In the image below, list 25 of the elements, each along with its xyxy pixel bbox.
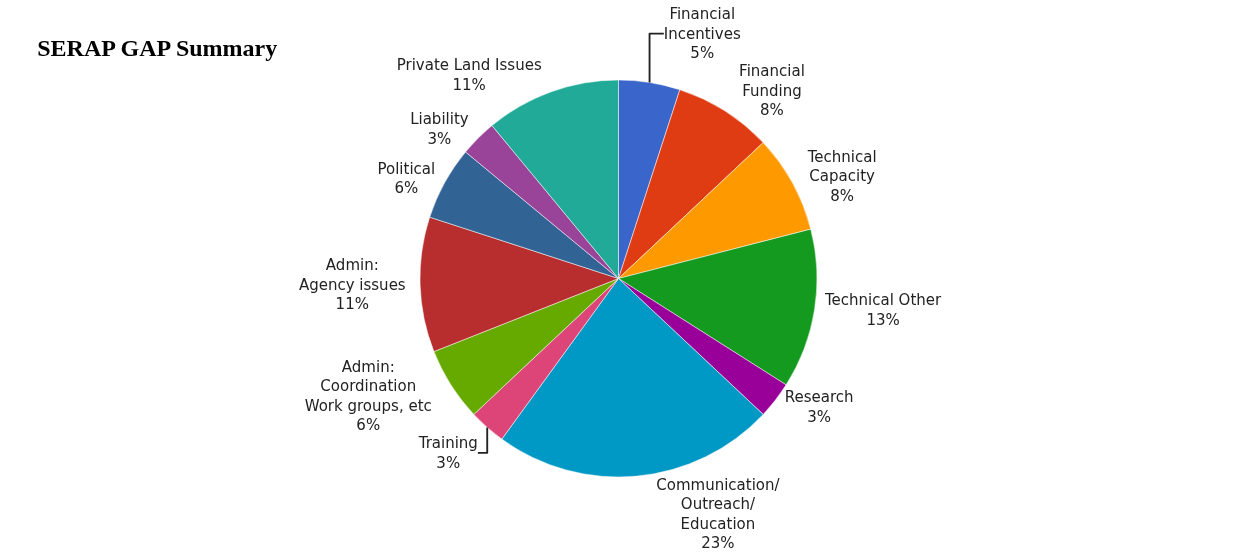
slice-label: Training	[417, 434, 478, 453]
data-label: 13%	[866, 310, 900, 329]
data-label: 23%	[701, 534, 735, 553]
slice-label: Admin: Agency issues	[298, 256, 406, 294]
data-label: 11%	[335, 295, 369, 314]
slice-label: Research	[784, 388, 854, 407]
slice-label: Financial Incentives	[663, 5, 741, 43]
data-label: 5%	[690, 44, 715, 63]
text: SERAP GAP Summary	[37, 34, 278, 61]
slice-label: Technical Capacity	[806, 147, 877, 186]
data-label: 11%	[452, 75, 486, 94]
data-label: 6%	[356, 416, 381, 435]
data-label: 3%	[436, 453, 461, 472]
data-label: 8%	[830, 186, 855, 205]
slice-label: Political	[377, 159, 436, 178]
slice-label: Liability	[410, 110, 469, 129]
data-label: 8%	[760, 101, 784, 120]
data-label: 3%	[807, 407, 832, 426]
slice-label: Communication/ Outreach/ Education	[656, 475, 781, 533]
slice-label: Admin: Coordination Work groups, etc	[304, 357, 432, 415]
slice-label: Private Land Issues	[396, 56, 542, 75]
slice-label: Technical Other	[823, 291, 942, 310]
data-label: 3%	[427, 129, 452, 148]
data-label: 6%	[394, 179, 419, 198]
slice-label: Financial Funding	[739, 62, 805, 100]
